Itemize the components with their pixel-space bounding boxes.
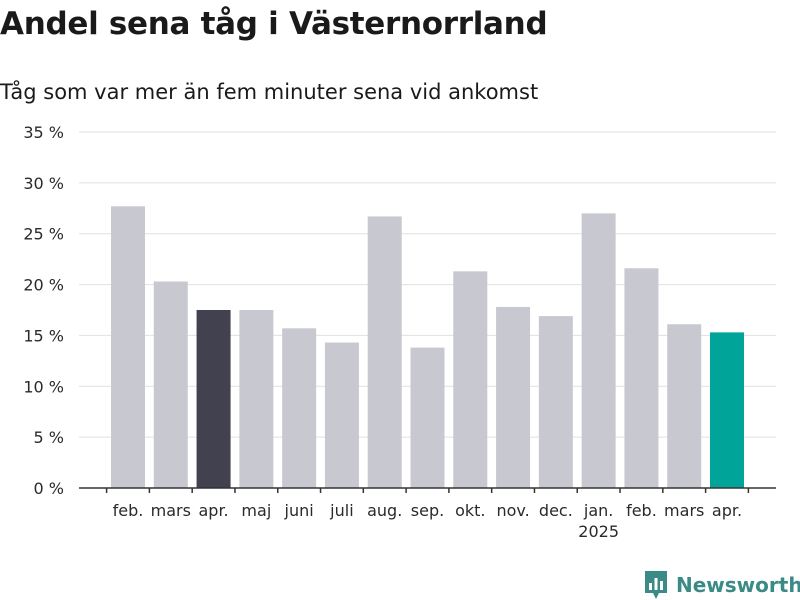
y-tick-label: 5 % — [34, 428, 64, 447]
bar — [624, 268, 659, 488]
x-tick-label: okt. — [455, 501, 485, 520]
bar — [581, 213, 616, 488]
y-tick-label: 30 % — [23, 174, 64, 193]
x-tick-label: dec. — [539, 501, 573, 520]
x-tick-label: apr. — [198, 501, 228, 520]
bar — [282, 328, 317, 488]
x-year-label: 2025 — [578, 522, 619, 541]
newsworthy-logo-icon — [645, 571, 667, 599]
grid-lines — [79, 131, 776, 438]
x-tick-label: sep. — [411, 501, 444, 520]
bars — [111, 206, 744, 488]
bar — [538, 316, 573, 488]
y-tick-label: 20 % — [23, 276, 64, 295]
x-tick-label: jan. — [583, 501, 613, 520]
x-tick-label: maj — [241, 501, 271, 520]
chart-subtitle: Tåg som var mer än fem minuter sena vid … — [0, 80, 539, 104]
y-axis-ticks: 0 % 5 % 10 % 15 % 20 % 25 % 30 % 35 % — [23, 123, 64, 498]
y-tick-label: 35 % — [23, 123, 64, 142]
x-tick-label: apr. — [712, 501, 742, 520]
brand-name: Newsworthy — [676, 573, 800, 597]
bar — [239, 310, 274, 488]
bar — [111, 206, 145, 488]
y-tick-label: 10 % — [23, 377, 64, 396]
brand-logo: Newsworthy — [644, 570, 800, 600]
bar — [324, 342, 359, 488]
y-tick-label: 15 % — [23, 326, 64, 345]
y-tick-label: 25 % — [23, 225, 64, 244]
bar — [153, 281, 188, 488]
x-axis: feb. mars apr. maj juni juli aug. sep. okt. nov. d… — [79, 487, 776, 541]
x-tick-label: juli — [329, 501, 353, 520]
x-tick-label: feb. — [113, 501, 144, 520]
x-tick-label: mars — [151, 501, 191, 520]
bar — [196, 310, 231, 488]
x-tick-label: feb. — [626, 501, 657, 520]
bar — [496, 306, 531, 488]
chart-title: Andel sena tåg i Västernorrland — [0, 6, 548, 42]
x-tick-label: mars — [664, 501, 704, 520]
y-tick-label: 0 % — [34, 479, 64, 498]
bar — [453, 271, 488, 488]
bar — [367, 216, 402, 488]
bar — [410, 347, 445, 488]
x-tick-label: aug. — [367, 501, 402, 520]
x-tick-label: juni — [284, 501, 314, 520]
bar — [667, 324, 702, 488]
bar — [710, 332, 744, 488]
x-tick-label: nov. — [496, 501, 529, 520]
